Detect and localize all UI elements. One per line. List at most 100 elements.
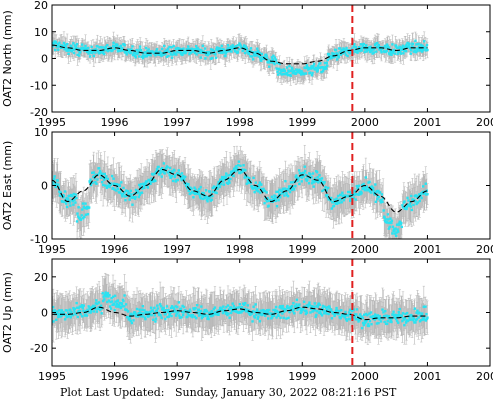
data-point [242,44,246,47]
data-point [57,48,60,51]
data-point [287,70,291,73]
data-point [334,55,337,58]
data-point [259,56,262,60]
data-point [175,53,178,56]
data-point [102,49,105,52]
data-point [233,48,236,51]
data-point [170,46,173,49]
data-point [89,49,92,52]
data-point [337,56,340,59]
data-point [332,52,336,55]
data-point [334,49,338,52]
data-point [403,46,407,49]
data-point [104,45,107,48]
data-point [416,49,419,53]
data-point [279,72,282,75]
data-point [204,53,208,56]
data-point [235,44,238,48]
data-point [107,49,110,52]
data-point [401,44,405,48]
data-point [254,50,258,54]
data-point [249,55,252,58]
data-point [136,52,140,55]
data-point [320,70,323,74]
data-point [126,48,130,51]
data-point [216,46,219,49]
data-point [65,49,68,52]
data-point [164,52,167,55]
data-point [215,48,218,51]
data-point [73,48,76,51]
data-point [170,56,174,59]
data-point [224,54,227,58]
data-point [258,51,261,55]
data-point [193,51,197,55]
data-point [393,52,397,55]
data-point [162,53,165,56]
data-point [323,67,326,71]
data-point [330,56,333,60]
data-point [182,50,186,53]
data-point [415,43,418,46]
data-point [368,50,372,54]
data-point [317,64,320,68]
data-point [222,48,226,51]
data-point [335,58,339,61]
data-point [86,46,90,50]
data-point [370,47,374,51]
data-point [178,48,182,51]
data-point [177,51,181,54]
data-point [64,45,67,48]
data-point [352,45,356,48]
data-point [330,55,333,58]
data-point [63,48,66,51]
data-point [187,47,191,51]
data-point [256,47,259,50]
y-axis-label: OAT2 North (mm) [1,10,14,107]
data-point [99,50,103,54]
data-point [340,50,343,53]
data-point [343,51,347,54]
data-point [298,68,301,71]
data-point [416,47,420,51]
data-point [358,48,361,51]
data-point [324,65,327,69]
data-point [396,52,399,56]
data-point [236,50,240,54]
data-point [120,49,124,52]
data-point [249,47,253,50]
data-point [243,51,247,55]
data-point [133,54,137,58]
data-point [76,53,79,56]
data-point [424,49,428,52]
data-point [103,52,106,56]
data-point [408,47,412,50]
data-point [291,67,294,70]
data-point [420,43,423,47]
data-point [210,48,213,51]
data-point [52,44,55,48]
data-point [121,49,125,52]
data-point [117,49,120,52]
data-point [92,54,96,58]
data-point [74,45,78,48]
data-point [273,56,277,59]
data-point [402,52,405,55]
data-point [391,51,395,54]
data-point [123,44,126,47]
data-point [166,48,169,52]
data-point [297,70,301,73]
data-point [211,56,214,60]
data-point [319,61,322,65]
data-point [147,48,150,51]
data-point [63,43,67,47]
data-point [365,44,368,47]
data-point [362,42,365,46]
data-point [180,48,184,51]
data-point [237,47,241,51]
data-point [321,69,325,73]
data-point [118,49,122,53]
data-point [310,74,314,77]
data-point [171,53,174,56]
data-point [68,47,72,51]
